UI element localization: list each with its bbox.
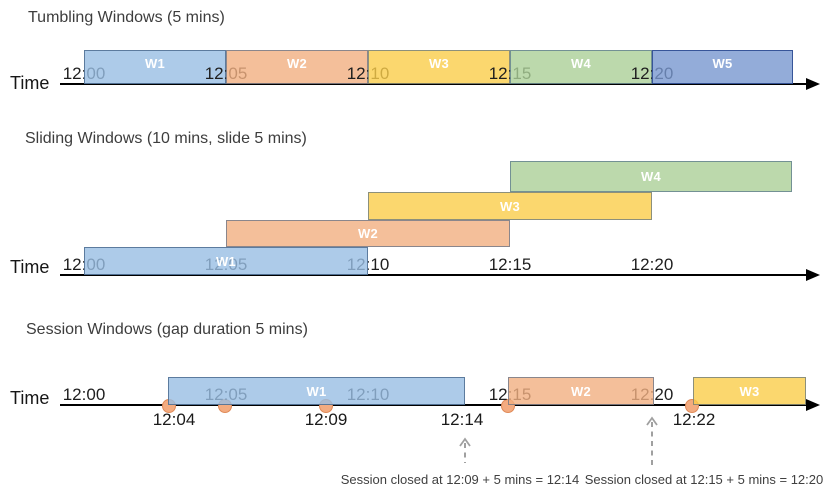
window-label: W2: [357, 226, 379, 241]
window-label: W1: [144, 55, 166, 71]
session-closed-annotation: Session closed at 12:15 + 5 mins = 12:20: [584, 472, 824, 487]
time-axis-label: Time: [10, 257, 50, 277]
event-time-label: 12:09: [304, 410, 348, 429]
time-axis-line: [60, 83, 806, 85]
window-w4: W4: [510, 50, 652, 84]
window-label: W2: [286, 55, 308, 71]
sliding-windows-title: Sliding Windows (10 mins, slide 5 mins): [25, 130, 307, 147]
window-w2: W2: [508, 377, 654, 405]
window-label: W3: [428, 55, 450, 71]
axis-arrowhead-icon: [806, 78, 820, 90]
session-closed-annotation: Session closed at 12:09 + 5 mins = 12:14: [340, 472, 580, 487]
tick-label: 12:00: [62, 385, 106, 404]
window-label: W3: [739, 383, 760, 399]
window-label: W3: [499, 198, 521, 214]
window-w4: W4: [510, 161, 792, 192]
time-axis-line: [60, 404, 806, 406]
window-label: W4: [640, 169, 662, 184]
window-label: W1: [215, 253, 237, 269]
window-w2: W2: [226, 50, 368, 84]
window-w1: W1: [84, 50, 226, 84]
event-time-label: 12:14: [440, 410, 484, 429]
window-w3: W3: [368, 50, 510, 84]
window-w3: W3: [693, 377, 806, 405]
time-axis-label: Time: [10, 388, 50, 408]
session-windows-title: Session Windows (gap duration 5 mins): [26, 321, 308, 338]
window-label: W5: [712, 55, 733, 71]
axis-arrowhead-icon: [806, 269, 820, 281]
window-label: W2: [570, 383, 592, 399]
window-label: W4: [570, 55, 592, 71]
time-axis-line: [60, 274, 806, 276]
tumbling-windows-title: Tumbling Windows (5 mins): [28, 9, 225, 26]
event-time-label: 12:22: [672, 410, 716, 429]
window-w3: W3: [368, 192, 652, 220]
window-label: W1: [306, 383, 327, 399]
window-w5: W5: [652, 50, 793, 84]
tick-label: 12:20: [630, 255, 674, 274]
time-axis-label: Time: [10, 73, 50, 93]
event-time-label: 12:04: [152, 410, 196, 429]
dashed-up-arrow-icon: [646, 416, 658, 465]
window-w1: W1: [84, 247, 368, 275]
dashed-up-arrow-icon: [459, 437, 471, 463]
axis-arrowhead-icon: [806, 399, 820, 411]
tick-label: 12:15: [488, 255, 532, 274]
window-w2: W2: [226, 220, 510, 247]
window-w1: W1: [168, 377, 465, 405]
